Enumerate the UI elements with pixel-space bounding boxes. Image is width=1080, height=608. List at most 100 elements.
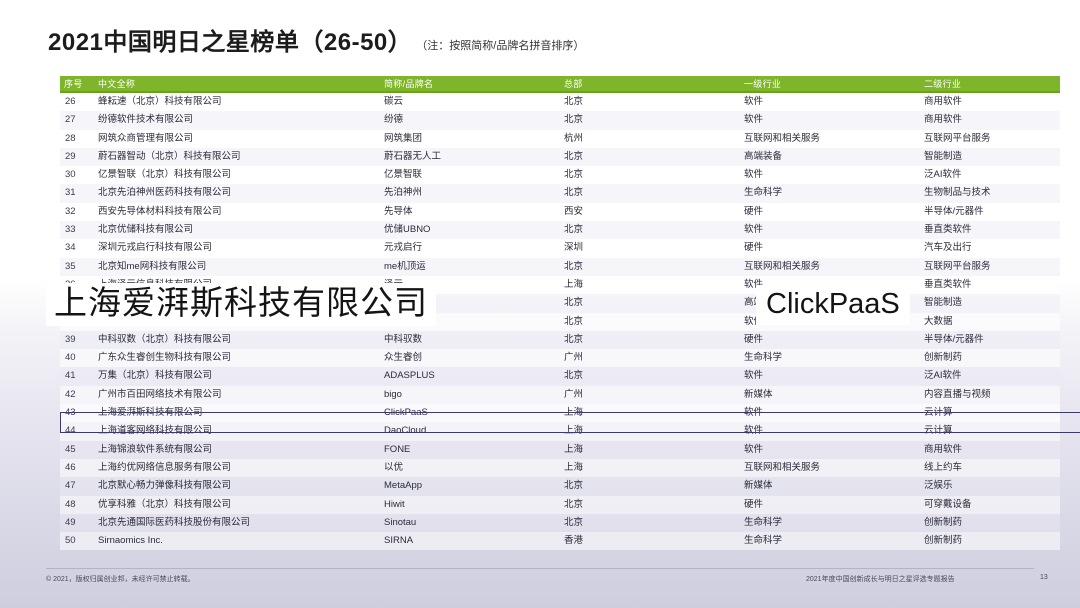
- cell-company-name: 西安先导体材料科技有限公司: [98, 205, 222, 217]
- cell-industry-secondary: 商用软件: [924, 96, 963, 107]
- cell-brand-name: 先导体: [384, 205, 413, 217]
- cell-industry-primary: 软件: [744, 425, 764, 437]
- cell-industry-primary: 生命科学: [744, 516, 783, 528]
- table-row[interactable]: 48 优享科雅（北京）科技有限公司 Hiwit 北京 硬件 可穿戴设备: [60, 495, 1060, 514]
- cell-industry-secondary: 半导体/元器件: [924, 333, 984, 345]
- cell-headquarters: 广州: [564, 352, 584, 364]
- cell-company-name: 上海道客网络科技有限公司: [98, 425, 213, 437]
- cell-industry-secondary: 商用软件: [924, 443, 963, 455]
- table-row[interactable]: 45 上海锦浪软件系统有限公司 FONE 上海 软件 商用软件: [60, 440, 1060, 459]
- table-row[interactable]: 34 深圳元戎启行科技有限公司 元戎启行 深圳 硬件 汽车及出行: [60, 239, 1060, 258]
- table-row[interactable]: 40 广东众生睿创生物科技有限公司 众生睿创 广州 生命科学 创新制药: [60, 349, 1060, 368]
- cell-brand-name: 优储UBNO: [384, 224, 431, 236]
- cell-industry-primary: 新媒体: [744, 480, 773, 492]
- cell-brand-name: Sinotau: [384, 516, 417, 528]
- cell-company-name: 蔚石器智动（北京）科技有限公司: [98, 150, 241, 162]
- cell-industry-primary: 软件: [744, 278, 764, 290]
- cell-headquarters: 上海: [564, 278, 584, 290]
- column-header-brand[interactable]: 简称/品牌名: [380, 76, 560, 92]
- cell-row-number: 35: [65, 260, 76, 272]
- cell-headquarters: 香港: [564, 535, 584, 547]
- table-row[interactable]: 28 网筑众商管理有限公司 网筑集团 杭州 互联网和相关服务 互联网平台服务: [60, 129, 1060, 148]
- column-header-name[interactable]: 中文全称: [94, 76, 380, 92]
- column-header-industry1[interactable]: 一级行业: [740, 76, 920, 92]
- cell-headquarters: 杭州: [564, 132, 584, 144]
- cell-row-number: 48: [65, 498, 76, 510]
- cell-industry-secondary: 线上约车: [924, 461, 963, 473]
- table-row[interactable]: 31 北京先泊神州医药科技有限公司 先泊神州 北京 生命科学 生物制品与技术: [60, 184, 1060, 203]
- column-header-number[interactable]: 序号: [60, 76, 94, 92]
- cell-industry-secondary: 智能制造: [924, 297, 963, 309]
- table-row[interactable]: 30 亿景智联（北京）科技有限公司 亿景智联 北京 软件 泛AI软件: [60, 166, 1060, 185]
- table-row[interactable]: 32 西安先导体材料科技有限公司 先导体 西安 硬件 半导体/元器件: [60, 202, 1060, 222]
- cell-industry-primary: 互联网和相关服务: [744, 461, 821, 473]
- cell-headquarters: 北京: [564, 297, 584, 309]
- cell-row-number: 43: [60, 404, 94, 423]
- cell-headquarters: 北京: [564, 260, 584, 272]
- table-row[interactable]: 35 北京知me网科技有限公司 me机顶运 北京 互联网和相关服务 互联网平台服务: [60, 257, 1060, 276]
- cell-company-name: 北京先通国际医药科技股份有限公司: [98, 516, 251, 528]
- cell-row-number: 44: [65, 425, 76, 437]
- cell-company-name: 北京先泊神州医药科技有限公司: [98, 187, 232, 199]
- cell-company-name: 中科驭数（北京）科技有限公司: [98, 333, 232, 345]
- cell-row-number: 41: [65, 370, 76, 382]
- table-row[interactable]: 44 上海道客网络科技有限公司 DaoCloud 上海 软件 云计算: [60, 422, 1060, 441]
- table-row[interactable]: 46 上海约优网络信息服务有限公司 以优 上海 互联网和相关服务 线上约车: [60, 458, 1060, 478]
- cell-company-name: 蜂耘速（北京）科技有限公司: [98, 96, 222, 107]
- cell-industry-primary: 生命科学: [744, 352, 783, 364]
- cell-headquarters: 北京: [564, 370, 584, 382]
- page-title: 2021中国明日之星榜单（26-50） （注：按照简称/品牌名拼音排序）: [48, 22, 584, 57]
- cell-industry-secondary: 泛AI软件: [924, 370, 962, 382]
- column-header-hq[interactable]: 总部: [560, 76, 740, 92]
- cell-company-name: 深圳元戎启行科技有限公司: [98, 242, 213, 254]
- cell-row-number: 31: [65, 187, 76, 199]
- cell-headquarters: 西安: [564, 205, 584, 217]
- cell-industry-secondary: 创新制药: [924, 516, 963, 528]
- cell-brand-name: 蔚石器无人工: [384, 150, 442, 162]
- cell-industry-primary: 软件: [744, 114, 764, 126]
- cell-company-name: 上海约优网络信息服务有限公司: [98, 461, 232, 473]
- cell-row-number: 30: [65, 169, 76, 181]
- table-row[interactable]: 50 Sirnaomics Inc. SIRNA 香港 生命科学 创新制药: [60, 532, 1060, 551]
- cell-brand-name: 纷德: [384, 114, 404, 126]
- cell-headquarters: 北京: [564, 187, 584, 199]
- cell-brand-name: me机顶运: [384, 260, 426, 272]
- table-row[interactable]: 39 中科驭数（北京）科技有限公司 中科驭数 北京 硬件 半导体/元器件: [60, 330, 1060, 350]
- table-row[interactable]: 27 纷德软件技术有限公司 纷德 北京 软件 商用软件: [60, 111, 1060, 130]
- cell-industry-secondary: 商用软件: [924, 114, 963, 126]
- cell-headquarters: 北京: [564, 96, 584, 107]
- overlay-company-name-cn: 上海爱湃斯科技有限公司: [46, 283, 436, 326]
- ranking-table: 序号 中文全称 简称/品牌名 总部 一级行业 二级行业 26 蜂耘速（北京）科技有…: [60, 76, 1060, 551]
- cell-company-name: 广州市百田网络技术有限公司: [98, 388, 222, 400]
- ranking-table-container: 序号 中文全称 简称/品牌名 总部 一级行业 二级行业 26 蜂耘速（北京）科技有…: [60, 76, 1060, 551]
- cell-industry-primary: 软件: [740, 404, 920, 423]
- table-row[interactable]: 42 广州市百田网络技术有限公司 bigo 广州 新媒体 内容直播与视频: [60, 385, 1060, 405]
- table-row[interactable]: 43 上海爱湃斯科技有限公司 ClickPaaS 上海 软件 云计算: [60, 404, 1060, 423]
- cell-headquarters: 北京: [564, 480, 584, 492]
- table-row[interactable]: 33 北京优储科技有限公司 优储UBNO 北京 软件 垂直类软件: [60, 221, 1060, 240]
- cell-industry-primary: 软件: [744, 443, 764, 455]
- cell-industry-secondary: 垂直类软件: [924, 278, 972, 290]
- cell-company-name: 北京知me网科技有限公司: [98, 260, 207, 272]
- cell-company-name: 万集（北京）科技有限公司: [98, 370, 213, 382]
- cell-industry-primary: 硬件: [744, 333, 764, 345]
- cell-company-name: 北京默心畅力弹像科技有限公司: [98, 480, 232, 492]
- cell-headquarters: 北京: [564, 169, 584, 181]
- table-row[interactable]: 41 万集（北京）科技有限公司 ADASPLUS 北京 软件 泛AI软件: [60, 367, 1060, 386]
- cell-industry-secondary: 大数据: [924, 315, 953, 327]
- cell-industry-secondary: 内容直播与视频: [924, 388, 991, 400]
- cell-industry-primary: 软件: [744, 370, 764, 382]
- table-row[interactable]: 47 北京默心畅力弹像科技有限公司 MetaApp 北京 新媒体 泛娱乐: [60, 477, 1060, 496]
- column-header-industry2[interactable]: 二级行业: [920, 76, 1060, 92]
- table-row[interactable]: 49 北京先通国际医药科技股份有限公司 Sinotau 北京 生命科学 创新制药: [60, 513, 1060, 533]
- footer-copyright: © 2021，版权归属创业邦，未经许可禁止转载。: [46, 576, 195, 583]
- table-row[interactable]: 26 蜂耘速（北京）科技有限公司 碳云 北京 软件 商用软件: [60, 92, 1060, 112]
- page-title-note: （注：按照简称/品牌名拼音排序）: [416, 40, 585, 52]
- table-row[interactable]: 29 蔚石器智动（北京）科技有限公司 蔚石器无人工 北京 高端装备 智能制造: [60, 147, 1060, 167]
- cell-industry-primary: 生命科学: [744, 187, 783, 199]
- cell-brand-name: 先泊神州: [384, 187, 423, 199]
- cell-headquarters: 北京: [564, 498, 584, 510]
- cell-row-number: 40: [65, 352, 76, 364]
- cell-industry-secondary: 创新制药: [924, 535, 963, 547]
- cell-headquarters: 上海: [564, 425, 584, 437]
